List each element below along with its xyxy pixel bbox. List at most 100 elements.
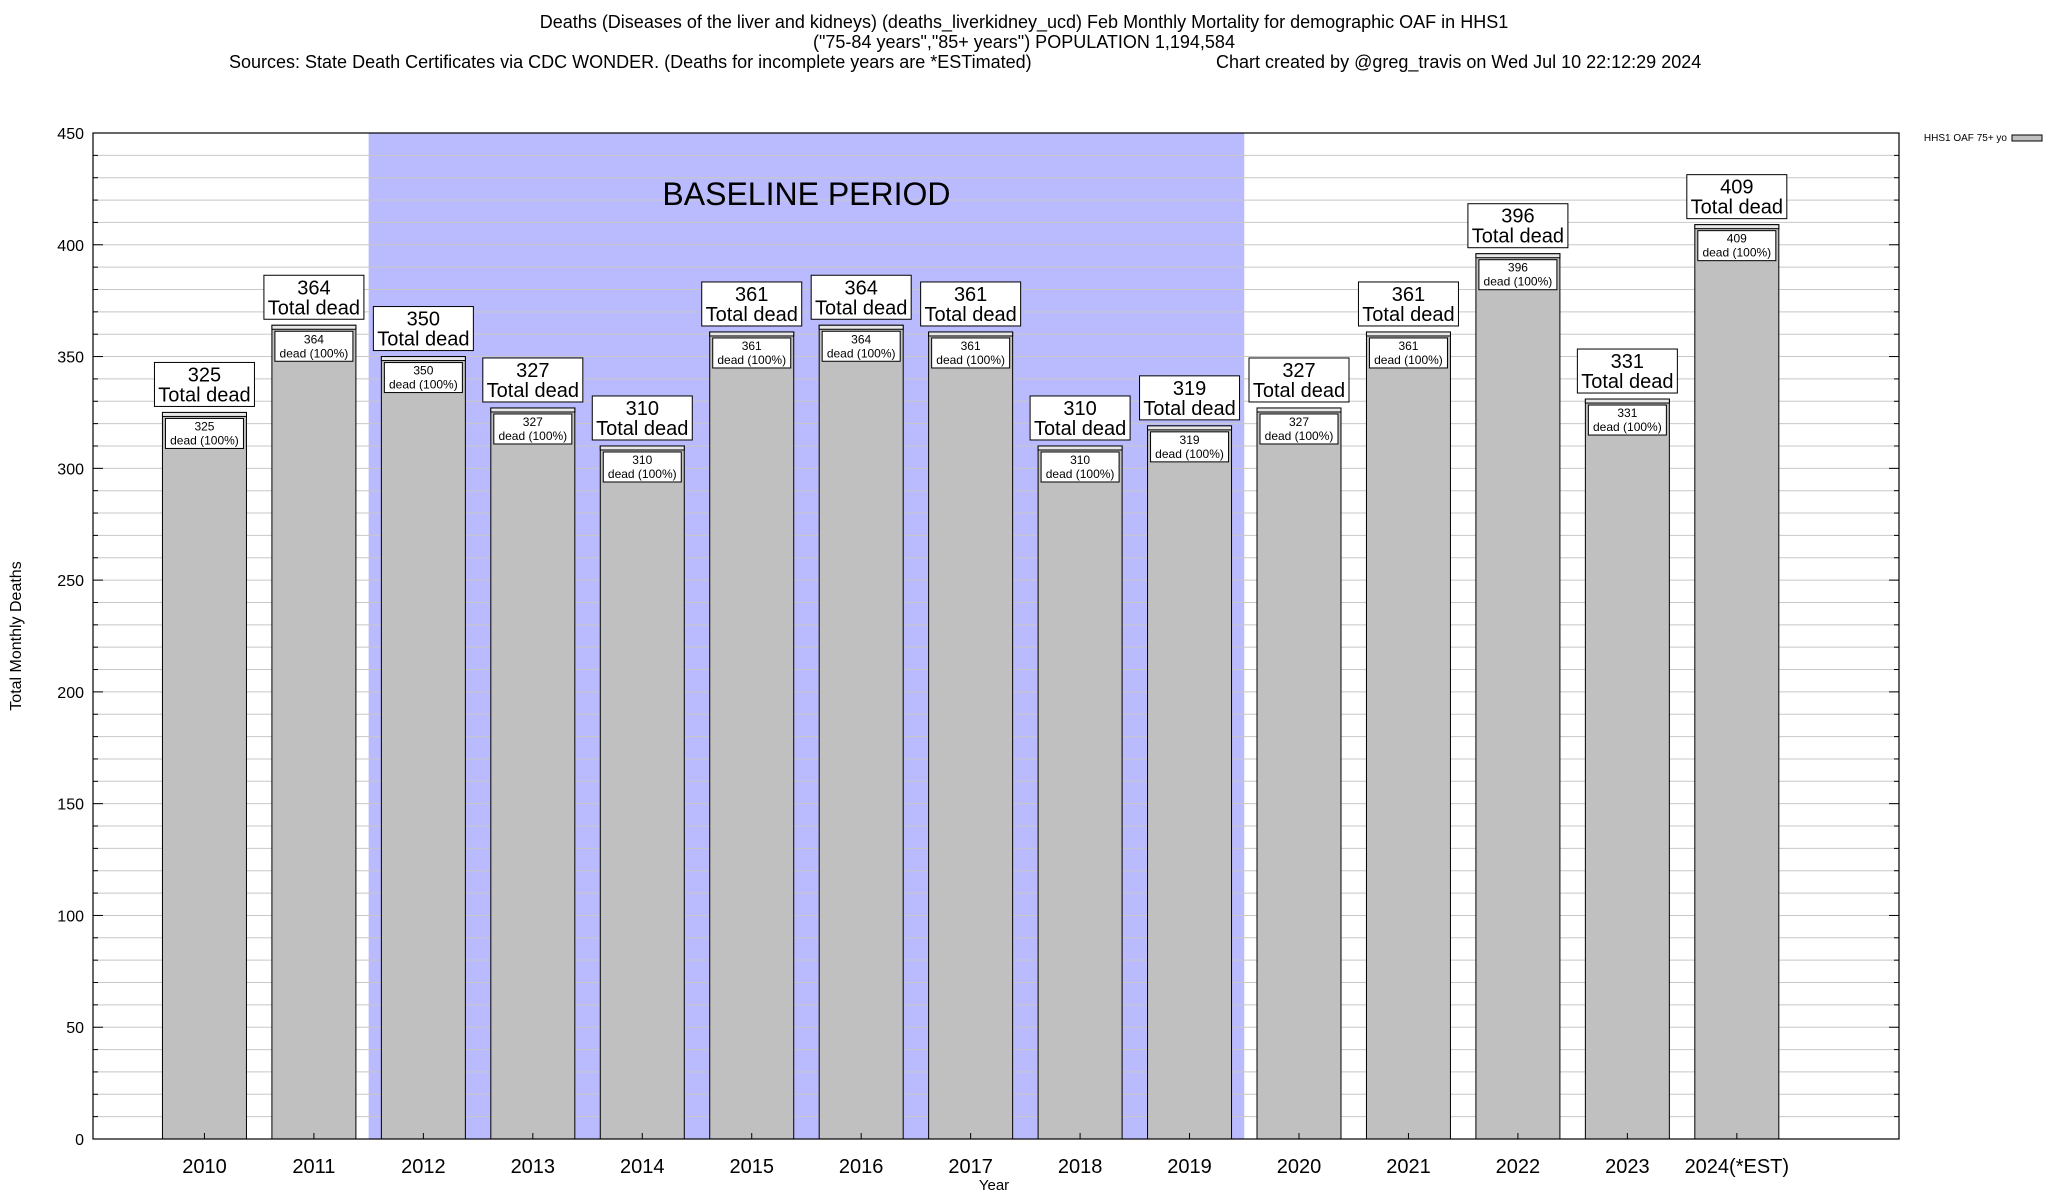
bar-total-label: Total dead: [706, 304, 798, 326]
bar-total-value: 310: [626, 398, 659, 420]
bar-inner-value: 325: [194, 419, 214, 433]
bar-inner-label-box: [602, 451, 682, 483]
bar-inner-label: dead (100%): [1046, 467, 1115, 481]
bar-segment-cap: [818, 324, 904, 330]
bar-total-label: Total dead: [1143, 398, 1235, 420]
x-tick-label: 2012: [401, 1156, 446, 1178]
bar-inner-label-box: [493, 413, 573, 445]
bar: [1256, 407, 1342, 1140]
bar-segment-cap: [1147, 425, 1233, 431]
bar-inner-value: 327: [523, 415, 543, 429]
bar-total-label-box: [263, 274, 365, 320]
y-tick-label: 200: [57, 685, 84, 702]
y-tick-label: 0: [75, 1132, 84, 1149]
bar-total-label: Total dead: [596, 418, 688, 440]
bar-inner-value: 361: [1398, 339, 1418, 353]
bar: [161, 411, 247, 1140]
sources-text: Sources: State Death Certificates via CD…: [229, 52, 1032, 72]
bar-total-label: Total dead: [487, 380, 579, 402]
bar-total-value: 364: [297, 277, 330, 299]
bar-total-value: 350: [407, 309, 440, 331]
bar-total-label: Total dead: [815, 297, 907, 319]
x-tick-label: 2023: [1605, 1156, 1650, 1178]
bar-inner-label-box: [821, 330, 901, 362]
bar-inner-label-box: [274, 330, 354, 362]
bar-inner-value: 364: [304, 332, 324, 346]
bar-segment-cap: [1256, 407, 1342, 413]
chart-title: Deaths (Diseases of the liver and kidney…: [0, 12, 2048, 52]
bar-inner-label-box: [1697, 230, 1777, 262]
bar-inner-label: dead (100%): [1702, 246, 1771, 260]
bar: [271, 324, 357, 1140]
x-tick-label: 2011: [292, 1156, 335, 1178]
bar-inner-label: dead (100%): [936, 353, 1005, 367]
bar-total-label-box: [372, 306, 474, 352]
bar-total-label-box: [1686, 174, 1788, 220]
bar-total-label-box: [920, 281, 1022, 327]
bar-total-label-box: [1248, 357, 1350, 403]
y-tick-label: 350: [57, 350, 84, 367]
bar-segment-cap: [599, 445, 685, 451]
bar-total-label-box: [701, 281, 803, 327]
bar: [599, 445, 685, 1140]
bar-inner-label-box: [1150, 431, 1230, 463]
y-axis-label: Total Monthly Deaths: [8, 561, 25, 710]
legend-swatch: [2011, 134, 2043, 142]
bar-total-value: 325: [188, 364, 221, 386]
bar-inner-label: dead (100%): [1265, 429, 1334, 443]
legend: HHS1 OAF 75+ yo: [1924, 133, 2043, 144]
bar-total-label: Total dead: [268, 297, 360, 319]
bar-total-label-box: [482, 357, 584, 403]
x-tick-label: 2022: [1496, 1156, 1541, 1178]
bar: [928, 331, 1014, 1140]
bar-total-label: Total dead: [924, 304, 1016, 326]
plot-frame: [92, 132, 1900, 1140]
y-tick-label: 400: [57, 238, 84, 255]
bar-total-value: 409: [1720, 177, 1753, 199]
bar-total-value: 327: [1282, 360, 1315, 382]
bar-segment-cap: [1694, 224, 1780, 230]
chart-title-line-1: Deaths (Diseases of the liver and kidney…: [539, 12, 1509, 32]
bar-inner-label-box: [1040, 451, 1120, 483]
bar-inner-value: 319: [1180, 433, 1200, 447]
bar-inner-value: 327: [1289, 415, 1309, 429]
bar-total-value: 364: [844, 277, 877, 299]
bar-inner-value: 361: [961, 339, 981, 353]
y-tick-label: 300: [57, 461, 84, 478]
bar-inner-value: 350: [413, 364, 433, 378]
x-tick-label: 2021: [1386, 1156, 1431, 1178]
bar-total-label-box: [1467, 203, 1569, 249]
bar-inner-label: dead (100%): [608, 467, 677, 481]
bar-total-value: 361: [1392, 284, 1425, 306]
y-tick-label: 250: [57, 573, 84, 590]
bar-total-label-box: [1029, 395, 1131, 441]
bar-inner-label-box: [1478, 259, 1558, 291]
bar-total-label-box: [1576, 348, 1678, 394]
x-tick-label: 2014: [620, 1156, 665, 1178]
x-tick-label: 2015: [729, 1156, 774, 1178]
bar-inner-label: dead (100%): [1155, 447, 1224, 461]
bar: [1694, 224, 1780, 1140]
y-tick-label: 150: [57, 797, 84, 814]
y-tick-label: 450: [57, 126, 84, 143]
bar-inner-label-box: [1368, 337, 1448, 369]
bar-total-label: Total dead: [1691, 197, 1783, 219]
bar-segment-cap: [161, 411, 247, 417]
bar-segment-cap: [1475, 253, 1561, 259]
bar-inner-label: dead (100%): [280, 346, 349, 360]
bar-total-label: Total dead: [1581, 371, 1673, 393]
bar-inner-label: dead (100%): [1484, 275, 1553, 289]
bar-total-label: Total dead: [1362, 304, 1454, 326]
y-tick-label: 50: [66, 1020, 84, 1037]
y-tick-label: 100: [57, 908, 84, 925]
bar-total-label: Total dead: [158, 384, 250, 406]
x-axis-label: Year: [979, 1177, 1009, 1194]
bar-inner-value: 361: [742, 339, 762, 353]
bar: [818, 324, 904, 1140]
bar-inner-label: dead (100%): [498, 429, 567, 443]
bar-inner-label: dead (100%): [389, 378, 458, 392]
bar-segment-cap: [1365, 331, 1451, 337]
bar-inner-value: 331: [1617, 406, 1637, 420]
baseline-period-label: BASELINE PERIOD: [662, 176, 950, 212]
bar-inner-label-box: [164, 417, 244, 449]
